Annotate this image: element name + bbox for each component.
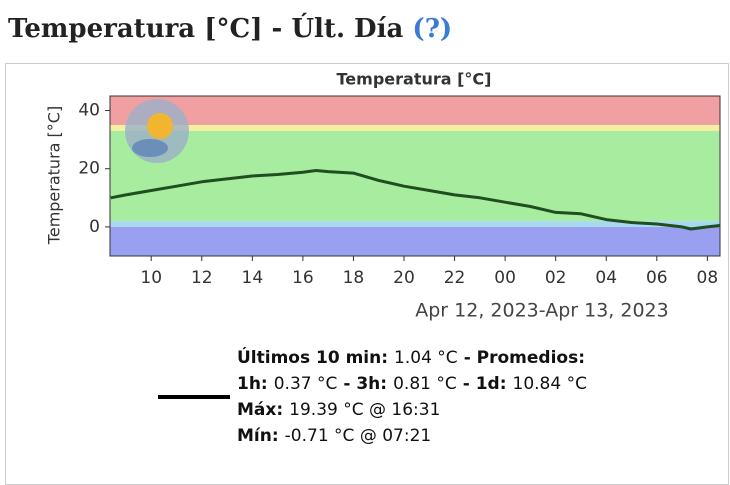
x-tick-label: 16: [292, 268, 314, 288]
band: [110, 125, 720, 131]
summary-value: 1.04 °C: [394, 348, 458, 368]
x-tick-label: 12: [191, 268, 213, 288]
summary-label: - 3h:: [343, 374, 388, 394]
summary-value: 10.84 °C: [512, 374, 587, 394]
summary-value: 0.37 °C: [273, 374, 338, 394]
summary-line: Máx: 19.39 °C @ 16:31: [237, 397, 593, 423]
weather-icon-cloud: [132, 139, 168, 157]
x-tick-label: 22: [444, 268, 466, 288]
x-tick-label: 00: [494, 268, 516, 288]
page: Temperatura [°C] - Últ. Día (?) Temperat…: [5, 14, 729, 485]
page-title: Temperatura [°C] - Últ. Día: [8, 14, 404, 44]
summary-label: 1h:: [237, 374, 268, 394]
help-link[interactable]: (?): [412, 14, 453, 44]
x-tick-label: 02: [545, 268, 567, 288]
summary-label: Mín:: [237, 426, 279, 446]
y-tick-label: 0: [89, 217, 100, 237]
chart: Temperatura [°C] Temperatura [°C] Apr 12…: [45, 70, 721, 399]
x-tick-label: 04: [595, 268, 617, 288]
x-tick-label: 20: [393, 268, 415, 288]
y-axis-label: Temperatura [°C]: [45, 106, 64, 245]
summary: Últimos 10 min: 1.04 °C - Promedios: 1h: 0.3…: [237, 345, 593, 449]
y-tick-label: 20: [78, 159, 100, 179]
summary-value: -0.71 °C @ 07:21: [284, 426, 432, 446]
summary-line: 1h: 0.37 °C - 3h: 0.81 °C - 1d: 10.84 °C: [237, 371, 593, 397]
plot-border: [109, 95, 721, 257]
summary-line: Últimos 10 min: 1.04 °C - Promedios:: [237, 345, 593, 371]
summary-label: Últimos 10 min:: [237, 348, 389, 368]
summary-value: 19.39 °C @ 16:31: [289, 400, 441, 420]
band: [110, 130, 720, 222]
summary-value: 0.81 °C: [393, 374, 457, 394]
x-tick-label: 10: [140, 268, 162, 288]
x-tick-label: 08: [697, 268, 719, 288]
x-tick-label: 06: [646, 268, 668, 288]
y-tick-label: 40: [78, 101, 100, 121]
header: Temperatura [°C] - Últ. Día (?): [8, 14, 452, 44]
band: [110, 226, 720, 256]
weather-icon-sun: [147, 113, 173, 139]
summary-label: - 1d:: [462, 374, 507, 394]
summary-line: Mín: -0.71 °C @ 07:21: [237, 423, 593, 449]
summary-label: - Promedios:: [463, 348, 586, 368]
x-axis-label: Apr 12, 2023-Apr 13, 2023: [415, 300, 668, 322]
plot: [109, 95, 721, 257]
band: [110, 96, 720, 126]
summary-label: Máx:: [237, 400, 284, 420]
chart-title: Temperatura [°C]: [337, 70, 492, 89]
temperature-line: [110, 169, 721, 231]
x-tick-label: 14: [242, 268, 264, 288]
band: [110, 221, 720, 227]
x-tick-label: 18: [343, 268, 365, 288]
